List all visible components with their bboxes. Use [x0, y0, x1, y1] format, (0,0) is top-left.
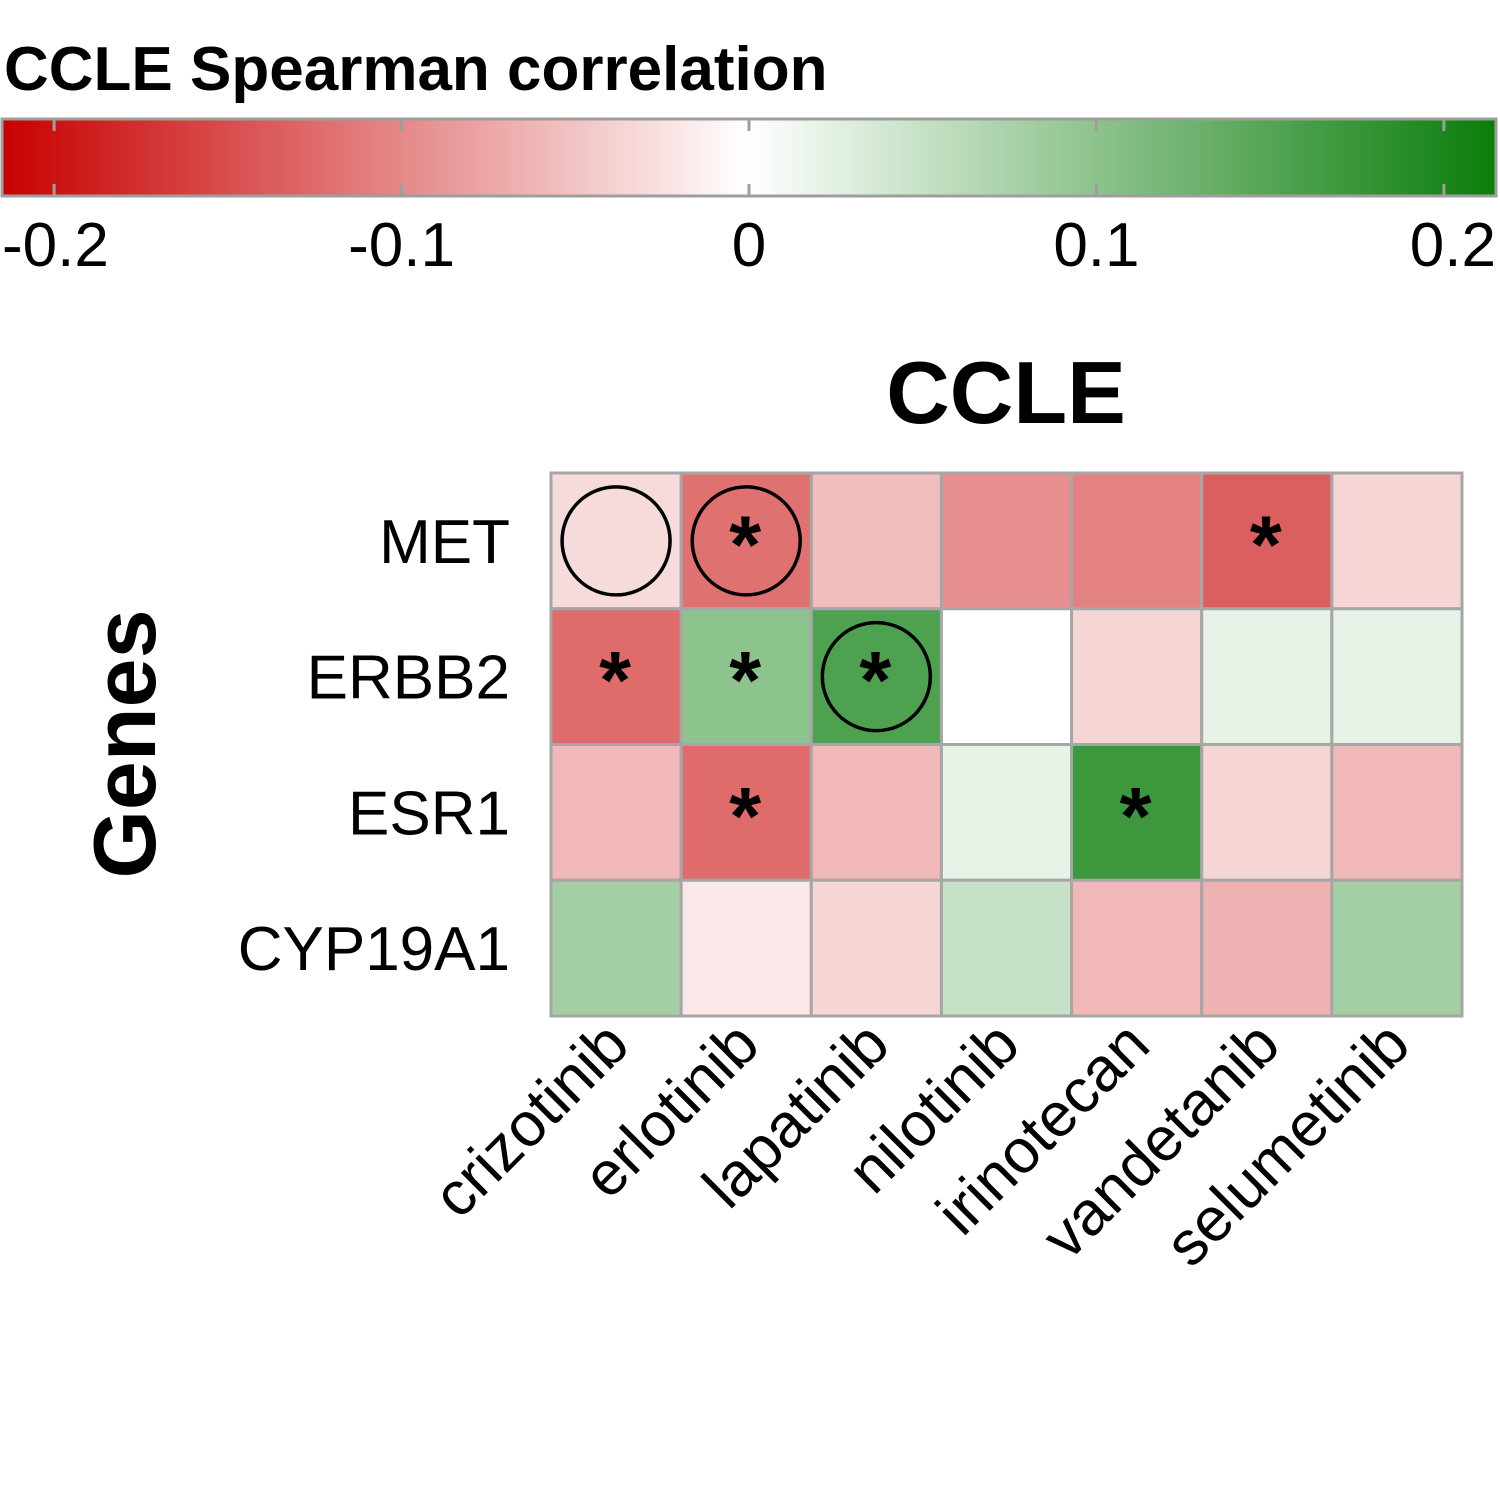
heatmap-cell — [1330, 743, 1464, 882]
heatmap-cell — [549, 607, 683, 746]
significance-marker: * — [729, 500, 761, 591]
heatmap-cell — [809, 471, 943, 611]
heatmap-cell — [1330, 471, 1464, 611]
highlight-circle — [820, 620, 933, 733]
legend-color-bar — [0, 117, 1498, 198]
highlight-circle — [690, 485, 802, 597]
row-labels: MET ERBB2 ESR1 CYP19A1 — [238, 508, 510, 984]
heatmap-cell — [809, 743, 943, 882]
heatmap-cell — [809, 878, 943, 1018]
significance-marker: * — [729, 771, 761, 862]
heatmap-cell — [1070, 607, 1204, 746]
heatmap-cell — [809, 607, 943, 746]
row-label: ESR1 — [348, 779, 510, 848]
heatmap-cell — [1330, 878, 1464, 1018]
heatmap-cell — [549, 878, 683, 1018]
row-label: MET — [379, 508, 510, 577]
legend-tick-label: -0.1 — [348, 211, 455, 280]
legend-tick-label: 0.1 — [1053, 211, 1139, 280]
y-axis-label: Genes — [75, 609, 174, 878]
highlight-circle — [560, 485, 672, 597]
color-legend: CCLE Spearman correlation -0.2 -0.1 0 0.1 0.… — [0, 35, 1498, 280]
heatmap-cell — [939, 471, 1074, 611]
significance-marker: * — [1250, 500, 1282, 591]
significance-marker: * — [599, 636, 631, 727]
heatmap-cell — [1200, 607, 1334, 746]
row-label: CYP19A1 — [238, 915, 510, 984]
legend-tick-label: 0 — [732, 211, 766, 280]
legend-ticks: -0.2 -0.1 0 0.1 0.2 — [2, 119, 1496, 280]
heatmap-cell — [679, 743, 813, 882]
legend-tick-label: -0.2 — [2, 211, 109, 280]
heatmap-cell — [1200, 878, 1334, 1018]
heatmap-cell — [549, 471, 683, 611]
heatmap-cell — [549, 743, 683, 882]
chart-title: CCLE — [886, 343, 1126, 442]
significance-marker: * — [1120, 771, 1152, 862]
heatmap-cell — [1330, 607, 1464, 746]
heatmap-cells: * * * * * * * — [549, 471, 1464, 1018]
heatmap-cell — [939, 743, 1074, 882]
heatmap-cell — [939, 878, 1074, 1018]
row-label: ERBB2 — [307, 644, 510, 713]
heatmap-cell — [1070, 471, 1204, 611]
column-labels: crizotiniberlotiniblapatinibnilotinibiri… — [420, 1009, 1423, 1280]
legend-title: CCLE Spearman correlation — [4, 35, 827, 104]
significance-marker: * — [729, 636, 761, 727]
heatmap-cell — [1070, 878, 1204, 1018]
heatmap-cell — [1200, 743, 1334, 882]
heatmap-cell — [1070, 743, 1204, 882]
heatmap-cell — [679, 878, 813, 1018]
legend-tick-label: 0.2 — [1410, 211, 1496, 280]
significance-marker: * — [859, 636, 891, 727]
heatmap-cell — [939, 607, 1074, 746]
